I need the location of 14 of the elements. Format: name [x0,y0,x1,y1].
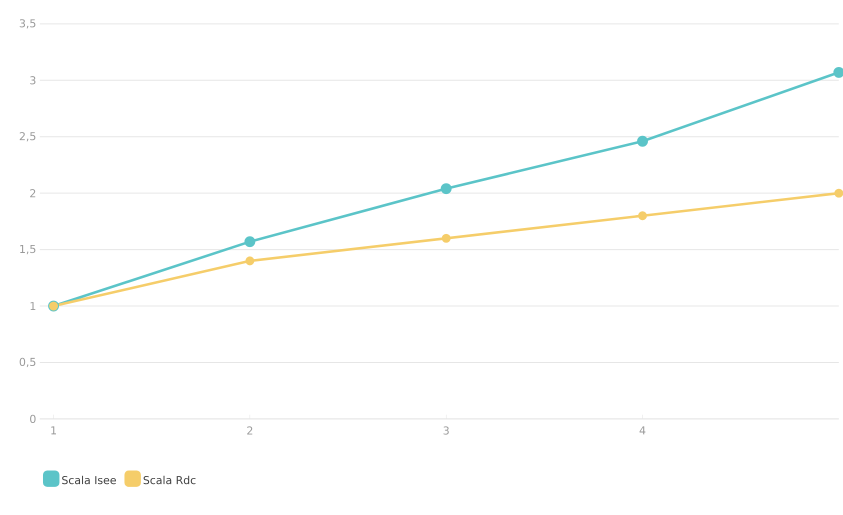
y-tick-label: 1,5 [20,244,36,254]
x-tick-label: 4 [640,426,646,434]
y-tick-label: 2,5 [20,132,36,142]
y-tick-label: 2 [30,188,36,198]
legend-label: Scala Rdc [144,476,196,484]
y-tick-label: 3,5 [20,18,36,28]
y-tick-label: 1 [30,302,36,310]
y-tick-label: 0,5 [20,358,36,367]
y-tick-label: 0 [30,414,36,423]
legend-label: Scala Isee [62,476,116,484]
x-tick-label: 1 [51,426,56,434]
y-tick-label: 3 [30,76,36,84]
x-tick-label: 2 [247,426,252,434]
x-tick-label: 3 [444,426,449,434]
